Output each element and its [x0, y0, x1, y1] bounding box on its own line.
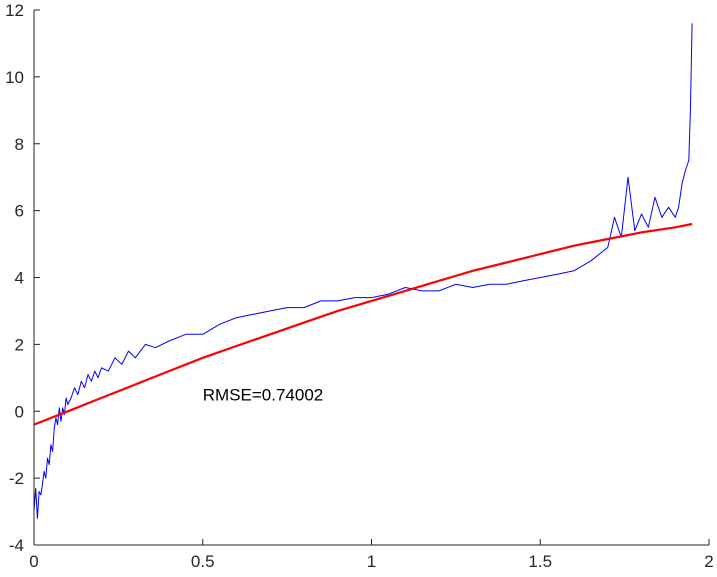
rmse-annotation: RMSE=0.74002 — [203, 386, 324, 405]
y-tick-label: -2 — [9, 469, 24, 488]
x-tick-label: 1.5 — [528, 552, 552, 571]
y-tick-label: 12 — [5, 1, 24, 20]
axes-layer — [33, 10, 709, 546]
x-tick-label: 2 — [704, 552, 713, 571]
ticks-layer: 0 0.5 1 1.5 2 -4 -2 0 2 4 6 8 10 12 — [5, 1, 714, 571]
y-tick-label: 6 — [15, 202, 24, 221]
y-tick-label: 0 — [15, 402, 24, 421]
y-tick-label: 4 — [15, 269, 24, 288]
y-tick-label: 8 — [15, 135, 24, 154]
x-tick-label: 0.5 — [191, 552, 215, 571]
fit-series-line — [33, 222, 693, 426]
x-tick-label: 1 — [367, 552, 376, 571]
y-tick-label: 2 — [15, 335, 24, 354]
x-tick-label: 0 — [29, 552, 38, 571]
data-series-line — [33, 23, 693, 519]
series-layer — [33, 23, 693, 519]
y-tick-label: -4 — [9, 536, 24, 555]
y-tick-label: 10 — [5, 68, 24, 87]
